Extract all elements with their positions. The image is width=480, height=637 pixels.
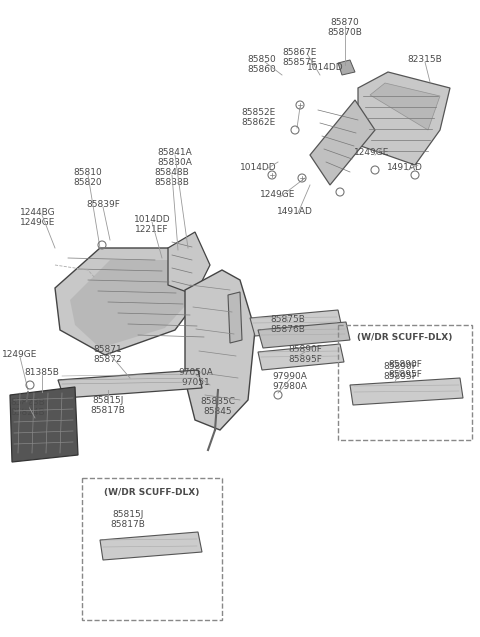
Polygon shape — [185, 270, 255, 430]
Text: 1014DD: 1014DD — [240, 163, 276, 172]
Text: 85823B
85824B: 85823B 85824B — [11, 398, 46, 417]
Text: 1014DD
1221EF: 1014DD 1221EF — [134, 215, 170, 234]
Text: 85848B
85838B: 85848B 85838B — [155, 168, 190, 187]
Text: 85850
85860: 85850 85860 — [248, 55, 276, 75]
Text: 85867E
85857E: 85867E 85857E — [283, 48, 317, 68]
Text: 82315B: 82315B — [408, 55, 443, 64]
Text: 85875B
85876B: 85875B 85876B — [271, 315, 305, 334]
Text: 81385B: 81385B — [24, 368, 60, 377]
Polygon shape — [10, 387, 78, 462]
Polygon shape — [338, 60, 355, 75]
Text: (W/DR SCUFF-DLX): (W/DR SCUFF-DLX) — [357, 333, 453, 342]
Polygon shape — [370, 83, 440, 130]
Polygon shape — [58, 370, 202, 398]
Polygon shape — [250, 310, 342, 336]
Polygon shape — [55, 248, 205, 355]
Text: 85870
85870B: 85870 85870B — [327, 18, 362, 38]
Text: 97050A
97051: 97050A 97051 — [179, 368, 214, 387]
Text: 1014DD: 1014DD — [307, 63, 344, 72]
Text: 85841A
85830A: 85841A 85830A — [157, 148, 192, 168]
Text: (W/DR SCUFF-DLX): (W/DR SCUFF-DLX) — [104, 488, 200, 497]
Text: 85890F
85895F: 85890F 85895F — [388, 360, 422, 380]
Polygon shape — [358, 72, 450, 165]
Polygon shape — [258, 322, 350, 348]
Text: 1249GE: 1249GE — [354, 148, 390, 157]
Text: 85810
85820: 85810 85820 — [73, 168, 102, 187]
Polygon shape — [168, 232, 210, 295]
Polygon shape — [310, 100, 375, 185]
Text: 85815J
85817B: 85815J 85817B — [110, 510, 145, 529]
Text: 85871
85872: 85871 85872 — [94, 345, 122, 364]
Text: 1244BG
1249GE: 1244BG 1249GE — [20, 208, 56, 227]
Polygon shape — [100, 532, 202, 560]
Text: 85815J
85817B: 85815J 85817B — [91, 396, 125, 415]
Text: 85835C
85845: 85835C 85845 — [201, 397, 236, 417]
Text: 85890F
85895F: 85890F 85895F — [288, 345, 322, 364]
Circle shape — [23, 403, 29, 409]
Text: 1249GE: 1249GE — [2, 350, 38, 359]
Text: 1249GE: 1249GE — [260, 190, 296, 199]
Text: 97990A
97980A: 97990A 97980A — [273, 372, 307, 391]
Text: 1491AD: 1491AD — [387, 163, 423, 172]
Polygon shape — [258, 344, 344, 370]
Polygon shape — [70, 260, 195, 348]
Text: 1491AD: 1491AD — [277, 207, 313, 216]
Polygon shape — [228, 292, 242, 343]
Text: 85890F
85895F: 85890F 85895F — [383, 362, 417, 382]
Text: 85852E
85862E: 85852E 85862E — [241, 108, 275, 127]
Text: 85839F: 85839F — [86, 200, 120, 209]
Polygon shape — [350, 378, 463, 405]
